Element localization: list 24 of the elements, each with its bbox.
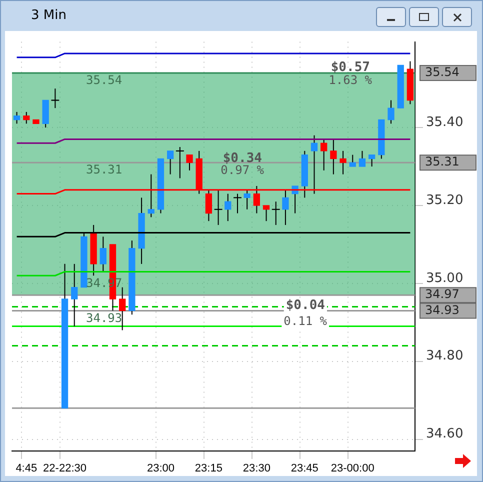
ref-line-label: 34.97 xyxy=(425,287,460,302)
x-tick-label: 23:45 xyxy=(290,462,318,475)
annotation: 34.93 xyxy=(86,310,122,325)
annotation: 1.63 % xyxy=(328,72,373,87)
x-tick-label: 22-22:30 xyxy=(43,462,86,475)
x-tick-label: 23:00 xyxy=(146,462,174,475)
y-tick-label: 35.20 xyxy=(426,192,464,208)
ref-line-label: 34.93 xyxy=(425,302,460,317)
x-tick-label: 23:15 xyxy=(194,462,222,475)
y-tick-label: 34.80 xyxy=(426,348,464,364)
annotation: $0.04 xyxy=(286,298,326,314)
annotation: 35.54 xyxy=(86,73,122,88)
x-tick-label: 23:30 xyxy=(242,462,270,475)
annotation: $0.57 xyxy=(330,60,370,76)
ref-line-label: 35.54 xyxy=(425,65,460,80)
annotation: 35.31 xyxy=(86,162,122,177)
y-tick-label: 34.60 xyxy=(426,426,464,442)
chart-title: 3 Min xyxy=(31,8,66,23)
ref-line-label: 35.31 xyxy=(425,154,460,169)
x-tick-label: 4:45 xyxy=(16,462,38,475)
y-tick-label: 35.00 xyxy=(426,270,464,286)
y-tick-label: 35.40 xyxy=(426,114,464,130)
x-tick-label: 23-00:00 xyxy=(330,462,374,475)
annotation: 0.11 % xyxy=(284,314,328,328)
